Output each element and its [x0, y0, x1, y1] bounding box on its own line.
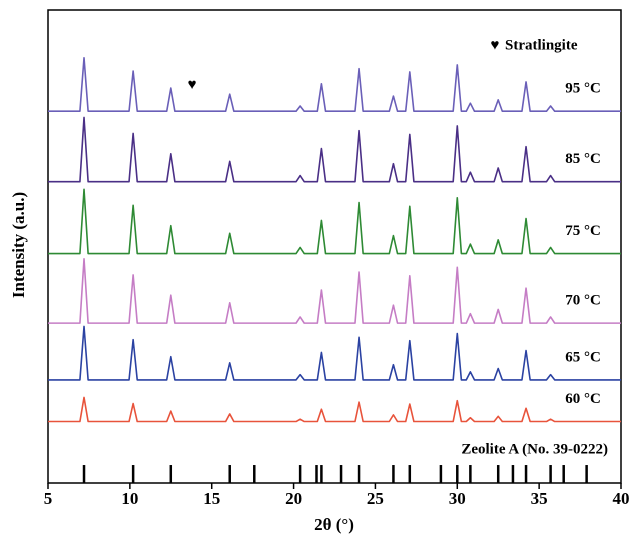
x-tick-label: 5 [44, 489, 53, 508]
x-tick-label: 10 [121, 489, 138, 508]
x-tick-label: 40 [613, 489, 630, 508]
x-tick-label: 35 [531, 489, 548, 508]
x-tick-label: 15 [203, 489, 220, 508]
plot-frame [47, 9, 622, 484]
legend-marker: ♥ [491, 37, 500, 53]
x-tick-label: 25 [367, 489, 384, 508]
pattern-line [48, 116, 621, 183]
series-label: 60 °C [565, 391, 601, 407]
series-label: 85 °C [565, 151, 601, 167]
x-axis-title: 2θ (°) [314, 515, 354, 534]
pattern-line [48, 396, 621, 423]
series-label: 65 °C [565, 349, 601, 365]
pattern-line [48, 258, 621, 324]
pattern-line [48, 325, 621, 381]
pattern-line [48, 56, 621, 113]
series-label: 70 °C [565, 293, 601, 309]
x-tick-label: 30 [449, 489, 466, 508]
pattern-line [48, 188, 621, 255]
series-label: 75 °C [565, 223, 601, 239]
y-axis-title: Intensity (a.u.) [9, 192, 28, 298]
x-tick-label: 20 [285, 489, 302, 508]
series-label: 95 °C [565, 81, 601, 97]
legend-label: Stratlingite [505, 37, 578, 53]
annotation: ♥ [188, 77, 197, 93]
reference-label: Zeolite A (No. 39-0222) [461, 441, 608, 457]
